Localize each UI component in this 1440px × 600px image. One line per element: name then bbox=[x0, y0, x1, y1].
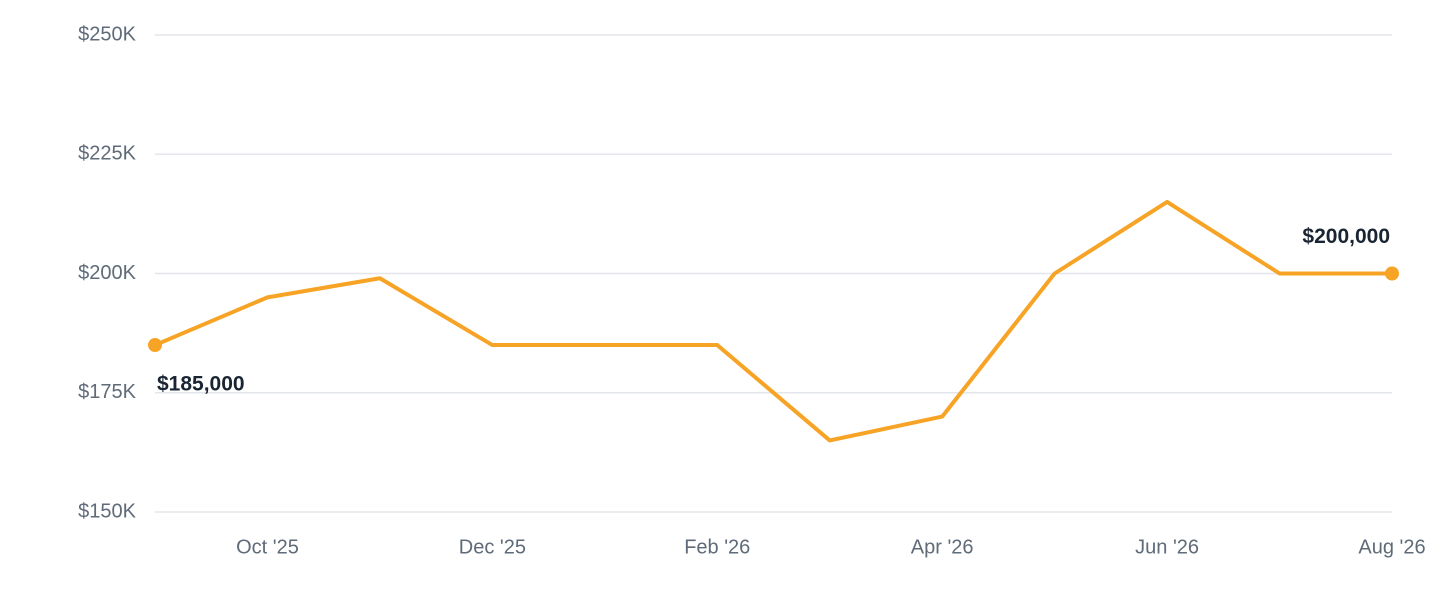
x-tick-label: Aug '26 bbox=[1358, 536, 1425, 558]
y-tick-label: $225K bbox=[78, 143, 136, 165]
end-dot bbox=[1385, 266, 1399, 281]
x-tick-label: Jun '26 bbox=[1135, 536, 1199, 558]
y-tick-label: $200K bbox=[78, 262, 136, 284]
value-label: $200,000 bbox=[1302, 225, 1390, 248]
x-tick-label: Dec '25 bbox=[459, 536, 526, 558]
end-dot bbox=[148, 338, 162, 353]
value-label: $185,000 bbox=[157, 373, 245, 396]
line bbox=[154, 199, 1392, 443]
x-tick-label: Oct '25 bbox=[236, 536, 299, 558]
y-tick-label: $250K bbox=[78, 23, 136, 45]
y-tick-label: $175K bbox=[78, 381, 136, 403]
x-tick-label: Feb '26 bbox=[684, 536, 750, 558]
x-tick-label: Apr '26 bbox=[911, 536, 974, 558]
y-tick-label: $150K bbox=[78, 500, 136, 522]
